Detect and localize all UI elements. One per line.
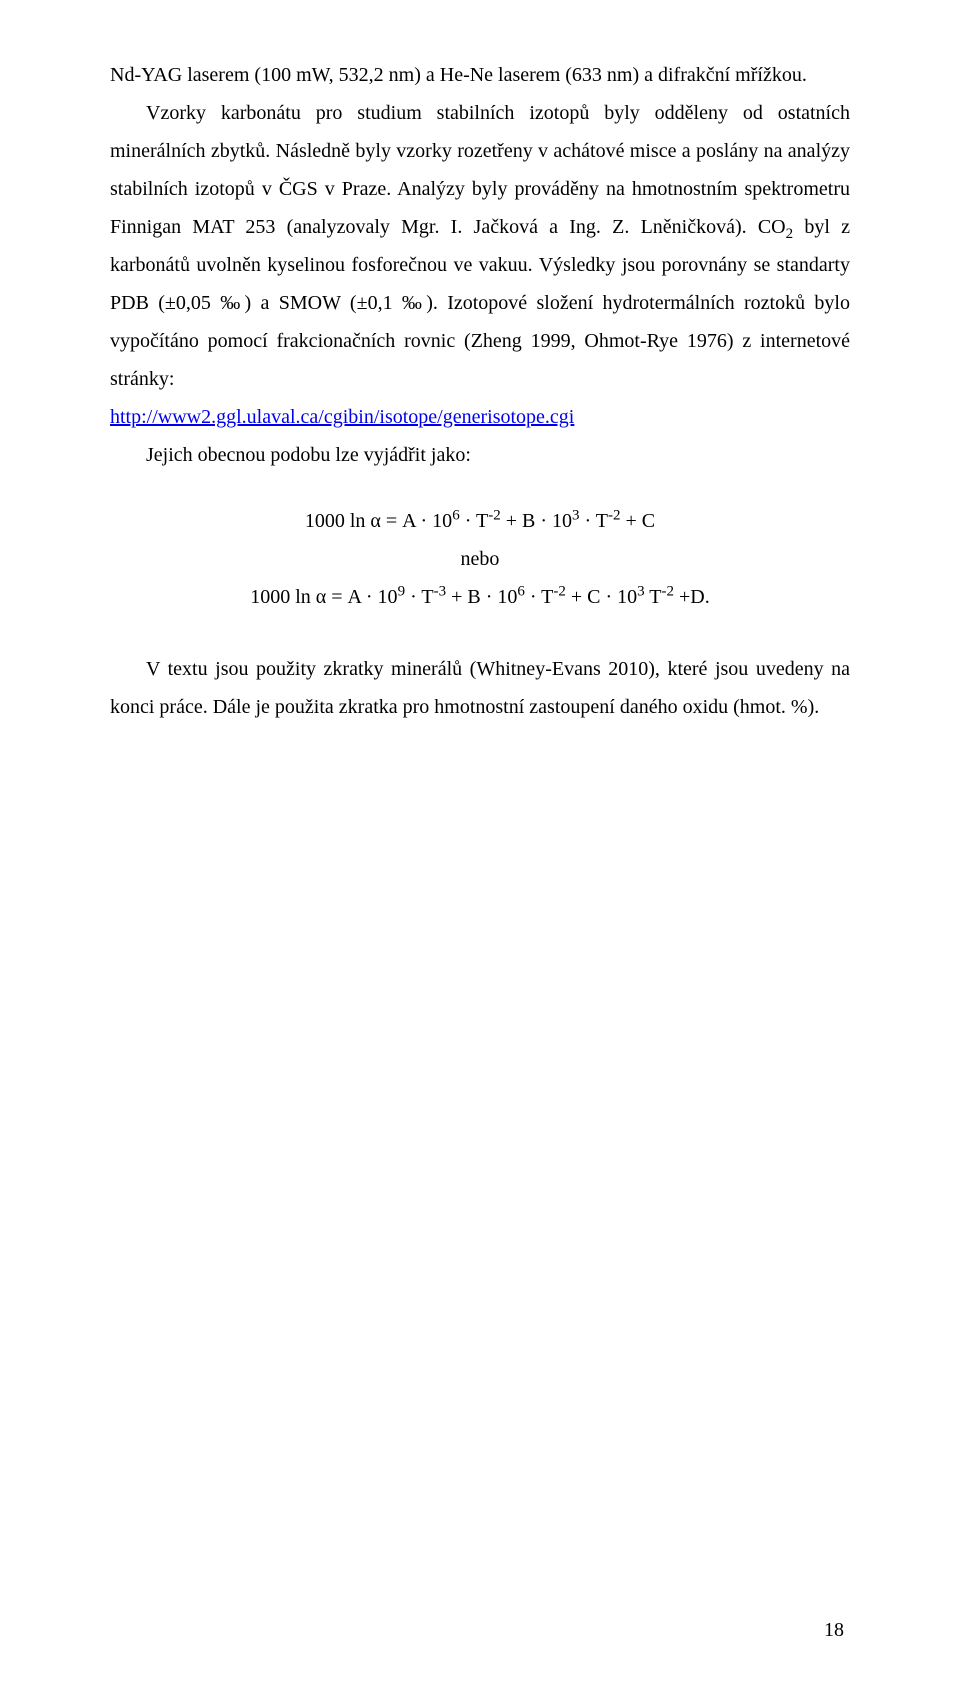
paragraph-continuation: Nd-YAG laserem (100 mW, 532,2 nm) a He-N… xyxy=(110,56,850,94)
superscript: -2 xyxy=(662,583,675,599)
page-number: 18 xyxy=(824,1619,844,1642)
superscript: 6 xyxy=(517,583,525,599)
superscript: -3 xyxy=(434,583,447,599)
text-line: Nd-YAG laserem (100 mW, 532,2 nm) a He-N… xyxy=(110,64,807,86)
eq-text: · T xyxy=(525,586,554,608)
eq-text: + C xyxy=(621,510,656,532)
eq-text: 1000 ln α = A · 10 xyxy=(305,510,452,532)
eq-text: + B · 10 xyxy=(501,510,572,532)
superscript: 6 xyxy=(452,507,460,523)
text-run: V textu jsou použity zkratky minerálů (W… xyxy=(110,658,850,718)
text-run: byl z karbonátů uvolněn kyselinou fosfor… xyxy=(110,216,850,390)
superscript: -2 xyxy=(608,507,621,523)
superscript: -2 xyxy=(488,507,501,523)
eq-text: nebo xyxy=(461,548,500,570)
eq-text: + C · 10 xyxy=(566,586,637,608)
eq-text: · T xyxy=(579,510,608,532)
superscript: -2 xyxy=(553,583,566,599)
paragraph-abbrev: V textu jsou použity zkratky minerálů (W… xyxy=(110,650,850,726)
superscript: 3 xyxy=(637,583,645,599)
superscript: 9 xyxy=(398,583,406,599)
text-run: Vzorky karbonátu pro studium stabilních … xyxy=(110,102,850,238)
isotope-calc-link[interactable]: http://www2.ggl.ulaval.ca/cgibin/isotope… xyxy=(110,406,574,428)
equation-or: nebo xyxy=(110,540,850,578)
paragraph-methods: Vzorky karbonátu pro studium stabilních … xyxy=(110,94,850,398)
eq-text: · T xyxy=(460,510,489,532)
equation-2: 1000 ln α = A · 109 · T-3 + B · 106 · T-… xyxy=(110,578,850,616)
eq-text: +D. xyxy=(674,586,710,608)
link-line: http://www2.ggl.ulaval.ca/cgibin/isotope… xyxy=(110,398,850,436)
spacer xyxy=(110,616,850,644)
page: Nd-YAG laserem (100 mW, 532,2 nm) a He-N… xyxy=(0,0,960,1702)
eq-text: + B · 10 xyxy=(446,586,517,608)
text-run: Jejich obecnou podobu lze vyjádřit jako: xyxy=(146,444,471,466)
eq-text: · T xyxy=(405,586,434,608)
spacer xyxy=(110,474,850,502)
equation-1: 1000 ln α = A · 106 · T-2 + B · 103 · T-… xyxy=(110,502,850,540)
paragraph-intro-eq: Jejich obecnou podobu lze vyjádřit jako: xyxy=(110,436,850,474)
eq-text: 1000 ln α = A · 10 xyxy=(250,586,397,608)
eq-text: T xyxy=(645,586,662,608)
